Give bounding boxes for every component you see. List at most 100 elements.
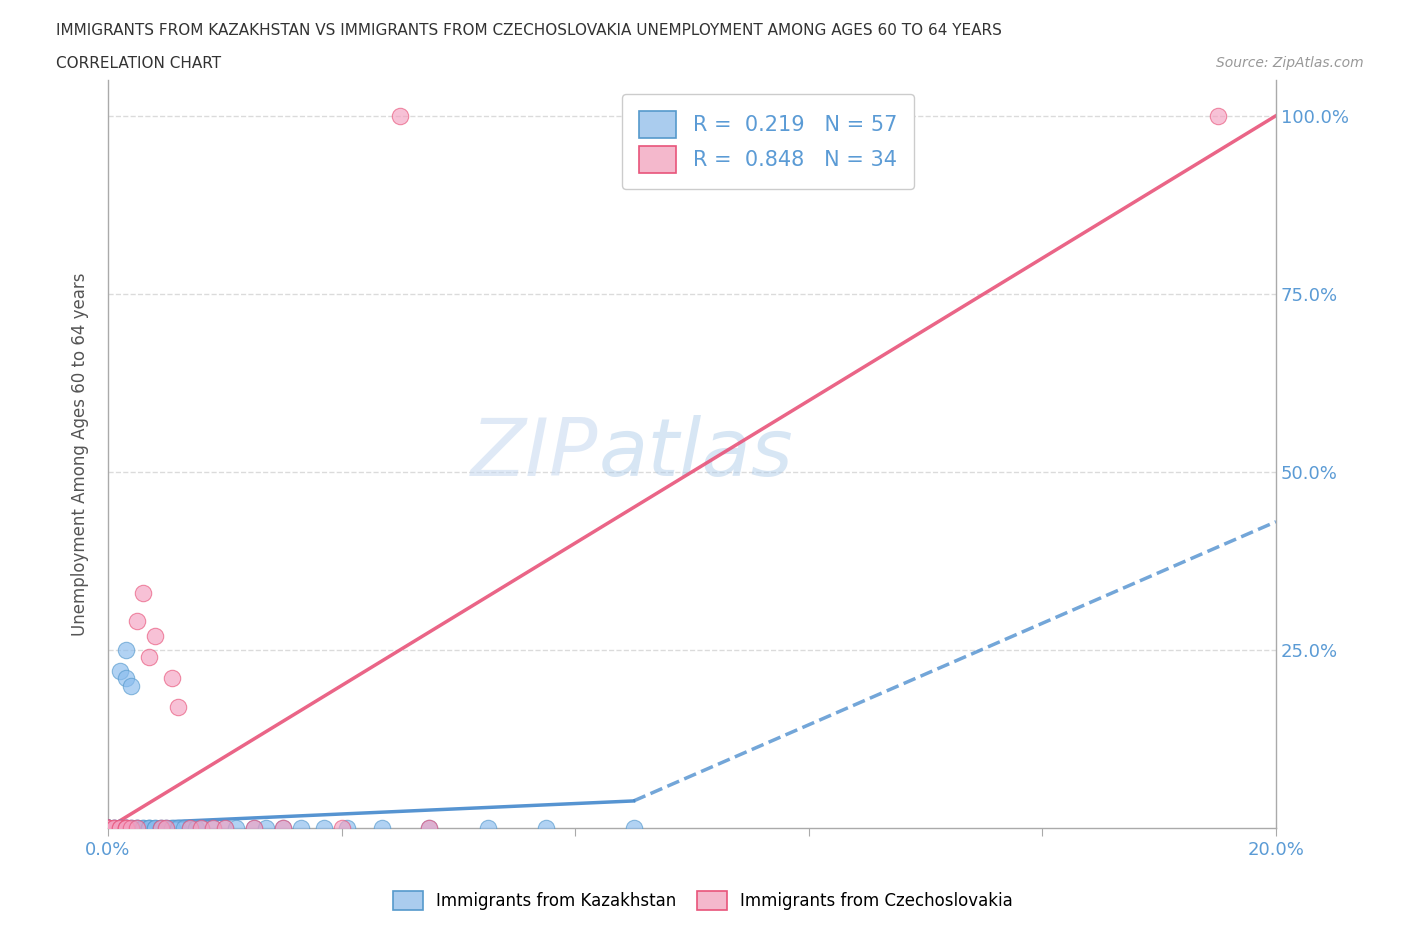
Text: Source: ZipAtlas.com: Source: ZipAtlas.com	[1216, 56, 1364, 70]
Point	[127, 614, 149, 629]
Point	[254, 820, 277, 835]
Point	[155, 820, 177, 835]
Point	[179, 820, 201, 835]
Point	[103, 820, 125, 835]
Point	[120, 820, 142, 835]
Text: IMMIGRANTS FROM KAZAKHSTAN VS IMMIGRANTS FROM CZECHOSLOVAKIA UNEMPLOYMENT AMONG : IMMIGRANTS FROM KAZAKHSTAN VS IMMIGRANTS…	[56, 23, 1002, 38]
Point	[108, 820, 131, 835]
Point	[108, 664, 131, 679]
Text: atlas: atlas	[599, 415, 793, 493]
Point	[138, 650, 160, 665]
Point	[138, 820, 160, 835]
Point	[477, 820, 499, 835]
Point	[114, 671, 136, 685]
Point	[143, 820, 166, 835]
Point	[97, 820, 120, 835]
Point	[243, 820, 266, 835]
Point	[103, 820, 125, 835]
Point	[97, 820, 120, 835]
Legend: R =  0.219   N = 57, R =  0.848   N = 34: R = 0.219 N = 57, R = 0.848 N = 34	[621, 94, 914, 190]
Point	[114, 820, 136, 835]
Point	[127, 820, 149, 835]
Point	[418, 820, 440, 835]
Point	[97, 820, 120, 835]
Point	[114, 820, 136, 835]
Point	[290, 820, 312, 835]
Point	[97, 820, 120, 835]
Point	[108, 820, 131, 835]
Point	[120, 820, 142, 835]
Point	[312, 820, 335, 835]
Point	[97, 820, 120, 835]
Point	[114, 820, 136, 835]
Point	[97, 820, 120, 835]
Point	[120, 820, 142, 835]
Point	[243, 820, 266, 835]
Point	[190, 820, 212, 835]
Point	[418, 820, 440, 835]
Point	[97, 820, 120, 835]
Point	[97, 820, 120, 835]
Point	[155, 820, 177, 835]
Point	[97, 820, 120, 835]
Point	[160, 820, 183, 835]
Point	[132, 820, 155, 835]
Point	[127, 820, 149, 835]
Point	[127, 820, 149, 835]
Point	[138, 820, 160, 835]
Point	[108, 820, 131, 835]
Text: ZIP: ZIP	[471, 415, 599, 493]
Point	[97, 820, 120, 835]
Point	[202, 820, 225, 835]
Point	[149, 820, 172, 835]
Point	[103, 820, 125, 835]
Point	[190, 820, 212, 835]
Point	[155, 820, 177, 835]
Point	[214, 820, 236, 835]
Point	[330, 820, 353, 835]
Point	[160, 671, 183, 685]
Point	[184, 820, 207, 835]
Point	[103, 820, 125, 835]
Point	[214, 820, 236, 835]
Point	[271, 820, 294, 835]
Point	[132, 586, 155, 601]
Y-axis label: Unemployment Among Ages 60 to 64 years: Unemployment Among Ages 60 to 64 years	[72, 272, 89, 636]
Point	[132, 820, 155, 835]
Point	[108, 820, 131, 835]
Point	[108, 820, 131, 835]
Point	[534, 820, 557, 835]
Point	[114, 820, 136, 835]
Point	[202, 820, 225, 835]
Point	[167, 699, 190, 714]
Point	[138, 820, 160, 835]
Point	[114, 820, 136, 835]
Point	[179, 820, 201, 835]
Point	[97, 820, 120, 835]
Point	[149, 820, 172, 835]
Point	[1206, 108, 1229, 123]
Point	[336, 820, 359, 835]
Point	[167, 820, 190, 835]
Point	[97, 820, 120, 835]
Point	[108, 820, 131, 835]
Point	[114, 643, 136, 658]
Text: CORRELATION CHART: CORRELATION CHART	[56, 56, 221, 71]
Point	[143, 629, 166, 644]
Point	[143, 820, 166, 835]
Point	[127, 820, 149, 835]
Point	[114, 820, 136, 835]
Point	[97, 820, 120, 835]
Point	[120, 678, 142, 693]
Point	[97, 820, 120, 835]
Point	[371, 820, 394, 835]
Point	[114, 820, 136, 835]
Point	[97, 820, 120, 835]
Point	[623, 820, 645, 835]
Legend: Immigrants from Kazakhstan, Immigrants from Czechoslovakia: Immigrants from Kazakhstan, Immigrants f…	[387, 884, 1019, 917]
Point	[149, 820, 172, 835]
Point	[97, 820, 120, 835]
Point	[97, 820, 120, 835]
Point	[173, 820, 195, 835]
Point	[103, 820, 125, 835]
